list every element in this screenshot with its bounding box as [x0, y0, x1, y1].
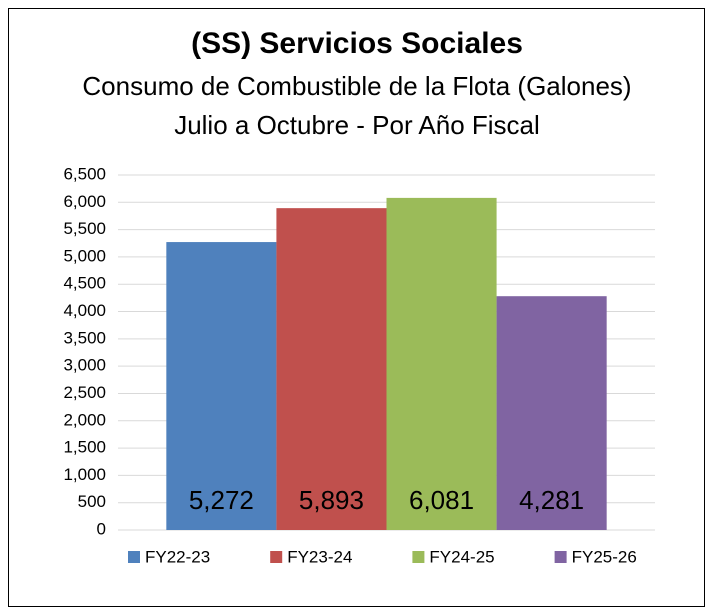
y-tick-label: 4,500 — [63, 274, 106, 293]
bar — [496, 296, 607, 530]
y-tick-label: 3,500 — [63, 328, 106, 347]
y-tick-label: 0 — [97, 519, 106, 538]
y-tick-label: 1,000 — [63, 465, 106, 484]
y-tick-label: 1,500 — [63, 438, 106, 457]
bar — [386, 197, 497, 530]
legend-swatch — [412, 551, 425, 563]
chart-title: (SS) Servicios Sociales — [191, 27, 523, 60]
legend-label: FY22-23 — [145, 547, 210, 566]
legend-label: FY23-24 — [287, 547, 352, 566]
data-label: 5,272 — [189, 485, 254, 515]
bar — [166, 242, 277, 530]
y-tick-label: 500 — [78, 492, 106, 511]
legend-swatch — [554, 551, 567, 563]
y-tick-label: 6,500 — [63, 164, 106, 183]
legend-label: FY24-25 — [429, 547, 494, 566]
data-label: 5,893 — [299, 485, 364, 515]
legend-label: FY25-26 — [572, 547, 637, 566]
y-tick-label: 5,500 — [63, 219, 106, 238]
bar — [276, 208, 387, 530]
chart-subtitle: Julio a Octubre - Por Año Fiscal — [174, 110, 540, 140]
legend-swatch — [128, 551, 140, 563]
y-tick-label: 2,000 — [63, 410, 106, 429]
data-label: 4,281 — [519, 485, 584, 515]
y-tick-label: 4,000 — [63, 301, 106, 320]
y-tick-label: 3,000 — [63, 356, 106, 375]
legend-swatch — [270, 551, 283, 563]
data-label: 6,081 — [409, 485, 474, 515]
y-tick-label: 6,000 — [63, 192, 106, 211]
y-tick-label: 2,500 — [63, 383, 106, 402]
chart-subtitle: Consumo de Combustible de la Flota (Galo… — [82, 71, 631, 101]
y-tick-label: 5,000 — [63, 246, 106, 265]
